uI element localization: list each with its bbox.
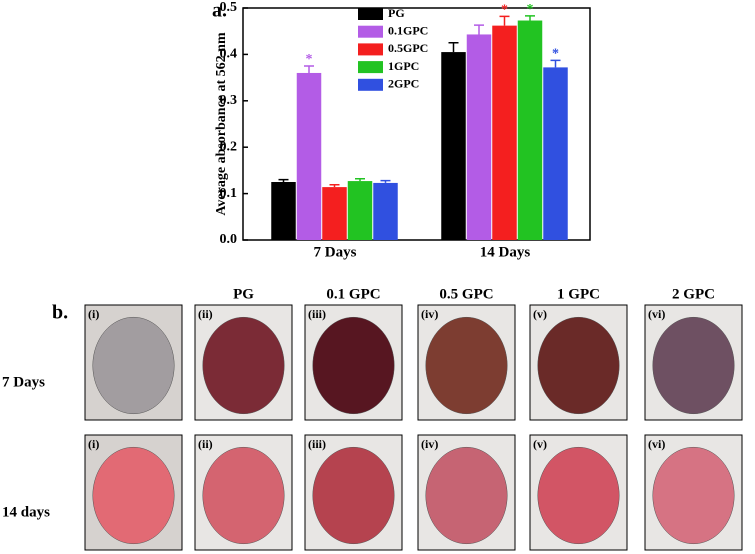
y-tick-label: 0.5	[220, 0, 238, 15]
error-bar	[448, 42, 459, 53]
y-axis-label: Average absorbance at 562 nm	[214, 32, 229, 216]
panel-label: (vi)	[648, 437, 665, 451]
panel-label: (iii)	[308, 437, 326, 451]
panel-label: (v)	[533, 437, 547, 451]
sample-disc	[202, 446, 285, 545]
legend-label: PG	[388, 6, 405, 20]
bar	[347, 181, 373, 240]
error-bar	[474, 24, 484, 35]
sample-disc	[537, 316, 620, 415]
bar	[543, 67, 568, 240]
sample-disc	[537, 446, 620, 545]
x-tick-label: 7 Days	[314, 244, 357, 260]
bar	[492, 25, 517, 240]
panel-label: (i)	[88, 437, 99, 451]
bar	[441, 52, 466, 240]
sample-disc	[202, 316, 285, 415]
significance-mark: *	[306, 52, 313, 67]
panel-label: (ii)	[198, 437, 213, 451]
y-tick-label: 0.0	[220, 232, 238, 247]
sample-disc	[652, 316, 735, 415]
legend-label: 2GPC	[388, 77, 419, 91]
error-bar	[380, 179, 391, 183]
panel-label: (iii)	[308, 307, 326, 321]
legend-swatch	[358, 61, 383, 74]
sample-disc	[312, 316, 395, 415]
panel-label: (iv)	[421, 437, 438, 451]
error-bar	[499, 15, 510, 26]
error-bar	[329, 184, 340, 188]
y-tick-label: 0.4	[220, 47, 238, 62]
error-bar	[525, 15, 535, 21]
part-label: a.	[212, 0, 227, 22]
y-tick-label: 0.2	[220, 139, 238, 154]
x-tick-label: 14 Days	[480, 244, 531, 260]
legend-swatch	[358, 8, 383, 20]
y-tick-label: 0.3	[220, 93, 238, 108]
sample-disc	[92, 446, 175, 545]
legend-swatch	[358, 43, 383, 56]
panel-label: (v)	[533, 307, 547, 321]
legend-swatch	[358, 78, 383, 91]
panel-label: (ii)	[198, 307, 213, 321]
legend-label: 0.5GPC	[388, 41, 428, 55]
bar	[271, 182, 296, 240]
part-label: b.	[52, 302, 68, 324]
sample-disc	[92, 316, 175, 415]
sample-disc	[312, 446, 395, 545]
row-label: 7 Days	[2, 374, 45, 390]
panel-label: (i)	[88, 307, 99, 321]
bar	[466, 34, 492, 241]
bar	[296, 72, 322, 241]
legend-swatch	[358, 25, 383, 38]
error-bar	[278, 178, 289, 182]
plot-frame	[242, 7, 591, 241]
bar	[322, 187, 347, 240]
sample-disc	[652, 446, 735, 545]
column-header: PG	[233, 286, 254, 302]
y-tick-label: 0.1	[220, 186, 238, 201]
row-label: 14 days	[2, 504, 50, 520]
legend-label: 0.1GPC	[388, 23, 428, 37]
error-bar	[304, 65, 314, 73]
bar	[373, 182, 398, 240]
significance-mark: *	[552, 47, 559, 62]
significance-mark: *	[501, 3, 508, 18]
column-header: 0.1 GPC	[326, 286, 380, 302]
bar	[517, 20, 543, 240]
column-header: 1 GPC	[557, 286, 600, 302]
column-header: 2 GPC	[672, 286, 715, 302]
panel-label: (vi)	[648, 307, 665, 321]
panel-label: (iv)	[421, 307, 438, 321]
error-bar	[550, 59, 561, 68]
significance-mark: *	[527, 2, 534, 17]
sample-disc	[425, 316, 508, 415]
legend-label: 1GPC	[388, 59, 419, 73]
error-bar	[355, 178, 365, 182]
column-header: 0.5 GPC	[439, 286, 493, 302]
sample-disc	[425, 446, 508, 545]
